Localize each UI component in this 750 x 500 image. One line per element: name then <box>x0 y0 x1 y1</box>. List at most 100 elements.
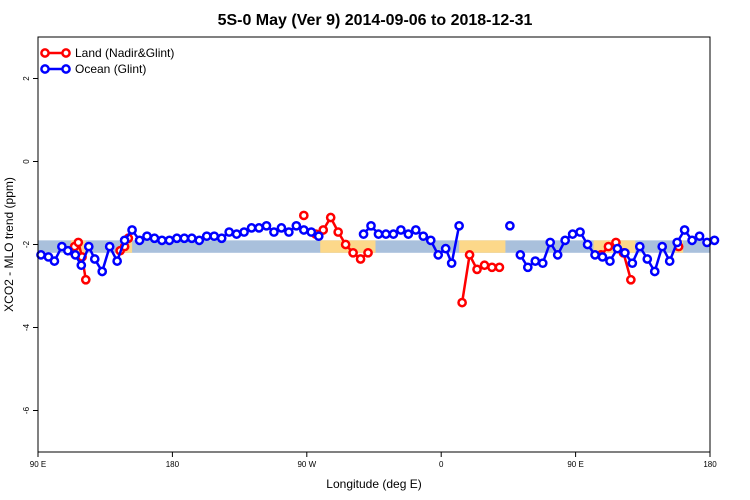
data-point <box>552 250 563 260</box>
data-point <box>70 250 81 260</box>
data-point <box>358 229 369 239</box>
data-point <box>388 229 399 239</box>
data-point <box>472 264 482 275</box>
data-point <box>537 258 548 269</box>
data-point <box>687 235 697 246</box>
data-point <box>97 266 108 277</box>
data-point <box>333 227 344 237</box>
data-point <box>626 274 636 285</box>
data-point <box>575 227 585 237</box>
x-tick-label: 0 <box>439 460 444 469</box>
data-point <box>172 233 182 244</box>
data-point <box>164 235 175 246</box>
y-axis: 2 0 -2 -4 -6 <box>22 76 38 414</box>
data-point <box>313 231 324 242</box>
data-point <box>494 262 505 273</box>
range-band <box>38 240 710 253</box>
data-point <box>104 241 115 252</box>
data-point <box>246 223 257 233</box>
data-point <box>209 231 220 242</box>
y-axis-label: XCO2 - MLO trend (ppm) <box>2 177 16 312</box>
data-point <box>306 227 317 237</box>
data-point <box>80 274 91 285</box>
data-point <box>83 241 94 252</box>
data-point <box>127 225 137 235</box>
data-point <box>694 231 705 242</box>
data-point <box>348 247 358 258</box>
x-axis: 90 E 180 90 W 0 90 E 180 <box>30 452 717 469</box>
x-axis-label: Longitude (deg E) <box>326 477 421 491</box>
data-point <box>373 229 384 239</box>
y-tick-label: -6 <box>22 406 31 414</box>
y-tick-label: -4 <box>22 323 31 331</box>
data-point <box>269 227 279 237</box>
data-point <box>142 231 152 242</box>
data-point <box>627 258 638 269</box>
data-point <box>457 297 467 308</box>
data-point <box>487 262 497 273</box>
legend: Land (Nadir&Glint) Ocean (Glint) <box>40 46 174 76</box>
series-line <box>460 250 500 303</box>
data-point <box>239 227 249 237</box>
legend-label: Ocean (Glint) <box>75 62 146 76</box>
data-point <box>515 250 526 260</box>
data-point <box>201 231 212 242</box>
data-point <box>396 225 406 235</box>
data-point <box>89 254 100 264</box>
data-point <box>545 237 556 248</box>
data-point <box>179 233 190 244</box>
data-point <box>440 243 451 254</box>
data-point <box>464 250 475 260</box>
data-point <box>505 220 515 231</box>
data-point <box>418 231 429 242</box>
data-point <box>340 239 351 250</box>
data-point <box>134 235 145 246</box>
legend-marker <box>40 48 50 58</box>
y-tick-label: -2 <box>22 240 31 248</box>
data-point <box>522 262 533 273</box>
data-point <box>410 225 421 235</box>
series-layer <box>36 210 720 308</box>
data-point <box>649 266 660 277</box>
data-point <box>355 254 366 264</box>
data-point <box>603 241 614 252</box>
data-point <box>433 250 444 260</box>
data-point <box>381 229 391 239</box>
data-point <box>298 225 309 235</box>
legend-marker <box>61 48 71 58</box>
data-point <box>612 243 623 254</box>
legend-label: Land (Nadir&Glint) <box>75 46 174 60</box>
y-tick-label: 0 <box>22 159 31 164</box>
data-point <box>620 247 630 258</box>
data-point <box>119 235 130 246</box>
data-point <box>597 252 608 262</box>
data-point <box>298 210 309 221</box>
data-point <box>112 256 122 266</box>
data-point <box>157 235 167 246</box>
data-point <box>63 245 73 256</box>
data-point <box>664 256 675 266</box>
data-point <box>186 233 197 244</box>
data-point <box>194 235 205 246</box>
data-point <box>284 227 294 237</box>
data-point <box>363 247 373 258</box>
data-point <box>216 233 227 244</box>
data-point <box>479 260 490 271</box>
data-point <box>560 235 570 246</box>
data-point <box>582 239 593 250</box>
y-tick-label: 2 <box>22 76 31 81</box>
data-point <box>672 237 682 248</box>
data-point <box>454 220 464 231</box>
data-point <box>49 256 60 266</box>
data-point <box>446 258 457 269</box>
data-point <box>530 256 541 266</box>
series-ocean-glint- <box>36 220 720 277</box>
data-point <box>425 235 436 246</box>
data-point <box>276 223 287 233</box>
data-point <box>76 260 87 271</box>
x-tick-label: 90 E <box>567 460 583 469</box>
data-point <box>709 235 720 246</box>
data-point <box>567 229 578 239</box>
data-point <box>261 220 272 231</box>
